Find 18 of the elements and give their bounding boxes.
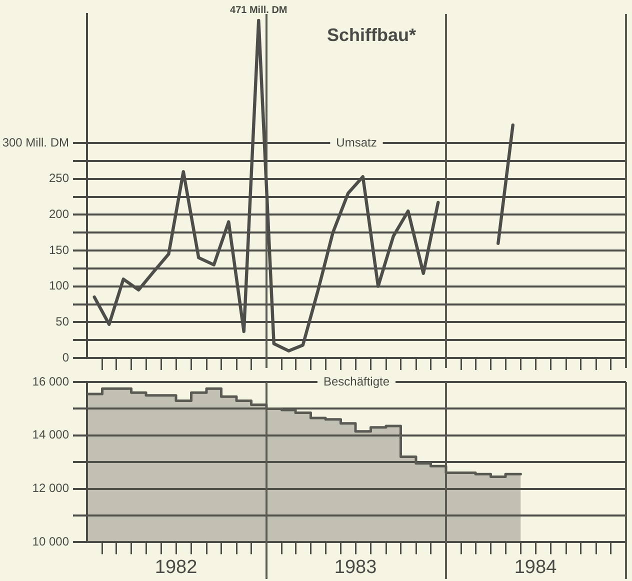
text: Schiffbau*: [326, 24, 416, 45]
y-tick-label: 50: [56, 314, 70, 328]
y-tick-label: 150: [48, 242, 70, 257]
y-tick-label: 0: [62, 350, 70, 364]
y-tick-label: 300 Mill. DM: [2, 135, 69, 150]
x-tick-label: 1982: [154, 556, 198, 578]
x-tick-label: 1984: [514, 556, 558, 578]
annotation: 471 Mill. DM: [230, 5, 288, 16]
y-tick-label: 12 000: [32, 481, 70, 496]
text: Umsatz: [336, 135, 377, 150]
y-tick-label: 10 000: [32, 534, 70, 549]
x-tick-label: 1983: [334, 556, 377, 578]
y-tick-label: 14 000: [32, 428, 70, 442]
y-tick-label: 100: [48, 278, 70, 293]
y-tick-label: 250: [48, 171, 70, 186]
y-tick-label: 200: [48, 206, 70, 221]
y-tick-label: 16 000: [32, 374, 70, 388]
chart-title: Beschäftigte: [323, 374, 390, 388]
